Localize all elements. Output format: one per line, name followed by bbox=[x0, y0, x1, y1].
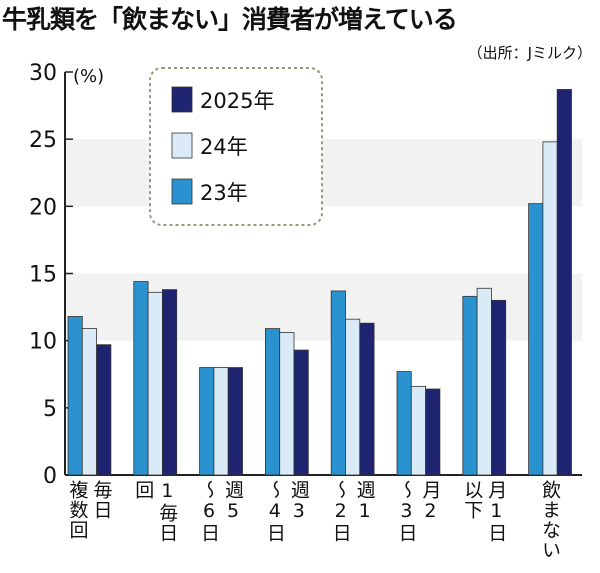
bar-23年-月1日以下 bbox=[462, 295, 478, 476]
category-label: 週3 bbox=[287, 480, 310, 523]
category-label: ～3日 bbox=[395, 480, 418, 543]
legend-box bbox=[149, 67, 323, 226]
bar-2025年-毎日1回 bbox=[161, 289, 178, 476]
bar-24年-月1日以下 bbox=[476, 287, 492, 476]
bar-24年-毎日複数回 bbox=[81, 328, 98, 476]
category-label: 飲まない bbox=[539, 480, 562, 560]
y-tick-label: 30 bbox=[29, 61, 57, 86]
bar-23年-週1～2日 bbox=[330, 290, 346, 476]
legend-label: 23年 bbox=[200, 181, 248, 205]
y-tick-label: 15 bbox=[29, 263, 57, 288]
category-label: 回 bbox=[132, 480, 155, 500]
bar-2025年-週3～4日 bbox=[293, 349, 309, 476]
bar-23年-週5～6日 bbox=[199, 367, 215, 476]
legend-swatch bbox=[171, 132, 193, 159]
category-label: 複数回 bbox=[66, 480, 89, 540]
category-label: ～4日 bbox=[263, 480, 286, 543]
bar-2025年-週1～2日 bbox=[359, 322, 375, 476]
category-label: ～6日 bbox=[198, 480, 221, 543]
bar-2025年-週5～6日 bbox=[227, 367, 243, 476]
category-label: 1毎日 bbox=[156, 480, 179, 543]
legend-label: 24年 bbox=[200, 135, 248, 159]
unit-label: (%) bbox=[73, 66, 104, 87]
category-label: 週1 bbox=[353, 480, 376, 523]
bar-2025年-月2～3日 bbox=[425, 388, 441, 476]
y-tick-label: 0 bbox=[43, 464, 57, 489]
source-note: （出所：Jミルク） bbox=[467, 44, 592, 62]
bar-23年-毎日1回 bbox=[133, 281, 149, 476]
y-tick-label: 5 bbox=[43, 397, 57, 422]
category-label: ～2日 bbox=[329, 480, 352, 543]
bar-2025年-月1日以下 bbox=[490, 299, 507, 476]
legend-swatch bbox=[171, 86, 193, 113]
bar-24年-週1～2日 bbox=[345, 318, 361, 476]
bar-23年-週3～4日 bbox=[264, 328, 281, 476]
y-tick-label: 20 bbox=[29, 195, 57, 220]
legend-swatch bbox=[171, 178, 193, 205]
bar-2025年-飲まない bbox=[556, 89, 572, 476]
category-label: 以下 bbox=[461, 480, 484, 520]
background-band bbox=[65, 139, 582, 207]
bar-24年-毎日1回 bbox=[147, 291, 163, 476]
category-label: 月1日 bbox=[485, 480, 508, 543]
bar-24年-月2～3日 bbox=[410, 385, 426, 476]
legend-label: 2025年 bbox=[200, 89, 274, 113]
bar-23年-飲まない bbox=[528, 203, 544, 476]
chart-title: 牛乳類を「飲まない」消費者が増えている bbox=[2, 5, 458, 34]
bar-24年-週3～4日 bbox=[279, 332, 295, 476]
y-tick-label: 25 bbox=[29, 128, 57, 153]
bar-24年-週5～6日 bbox=[213, 367, 229, 476]
bar-23年-月2～3日 bbox=[396, 371, 412, 476]
bar-2025年-毎日複数回 bbox=[96, 344, 112, 476]
category-label: 月2 bbox=[419, 480, 442, 523]
bar-24年-飲まない bbox=[542, 141, 558, 476]
bar-23年-毎日複数回 bbox=[67, 316, 83, 476]
category-label: 週5 bbox=[222, 480, 245, 523]
category-label: 毎日 bbox=[90, 480, 113, 520]
y-tick-label: 10 bbox=[29, 330, 57, 355]
